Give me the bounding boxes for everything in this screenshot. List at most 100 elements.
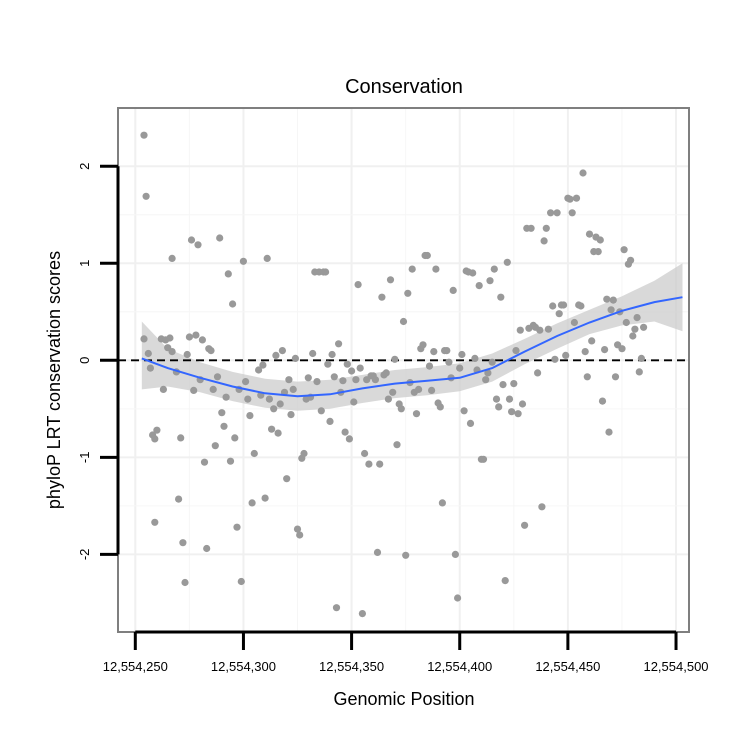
data-point	[538, 503, 546, 511]
data-point	[222, 393, 230, 401]
data-point	[343, 360, 351, 368]
data-point	[330, 373, 338, 381]
data-point	[226, 457, 235, 465]
data-point	[140, 131, 148, 139]
data-point	[216, 234, 224, 242]
data-point	[391, 355, 399, 363]
data-point	[492, 395, 501, 403]
data-point	[629, 332, 637, 340]
data-point	[354, 281, 362, 289]
data-point	[177, 434, 185, 442]
data-point	[572, 194, 581, 202]
data-point	[389, 388, 397, 396]
data-point	[332, 604, 341, 612]
x-tick-label: 12,554,350	[319, 659, 384, 674]
data-point	[508, 408, 516, 416]
data-point	[373, 548, 382, 557]
data-point	[412, 410, 421, 418]
data-point	[579, 169, 587, 177]
data-point	[471, 354, 479, 362]
data-point	[560, 301, 568, 309]
data-point	[611, 373, 620, 381]
data-point	[250, 449, 258, 458]
data-point	[272, 351, 280, 359]
data-point	[495, 403, 503, 411]
smooth-line	[141, 296, 683, 398]
x-tick-label: 12,554,500	[643, 659, 708, 674]
data-point	[296, 531, 304, 539]
data-point	[304, 374, 312, 382]
data-point	[356, 364, 364, 372]
data-point	[185, 333, 193, 341]
data-point	[168, 348, 176, 356]
data-point	[237, 577, 245, 586]
data-point	[518, 400, 527, 408]
data-point	[242, 378, 250, 386]
data-point	[274, 429, 282, 437]
data-point	[371, 376, 379, 384]
data-point	[419, 341, 427, 349]
data-point	[640, 323, 648, 331]
data-point	[263, 254, 271, 262]
data-point	[510, 380, 518, 388]
chart-title: Conservation	[345, 76, 463, 98]
data-points	[140, 131, 648, 618]
data-point	[140, 335, 148, 343]
data-point	[527, 224, 535, 232]
data-point	[181, 578, 189, 587]
data-point	[166, 334, 174, 342]
data-point	[289, 385, 297, 393]
y-axis-title: phyloP LRT conservation scores	[44, 251, 64, 509]
data-point	[596, 236, 604, 244]
x-axis-title: Genomic Position	[333, 689, 474, 709]
data-point	[479, 455, 488, 463]
data-point	[283, 475, 291, 483]
data-point	[255, 366, 263, 374]
data-point	[562, 351, 570, 359]
data-point	[588, 337, 596, 345]
data-point	[605, 428, 613, 436]
data-point	[352, 376, 360, 384]
y-tick-label: -2	[77, 549, 92, 561]
data-point	[239, 257, 247, 265]
data-point	[386, 276, 395, 284]
data-point	[432, 265, 440, 273]
data-point	[436, 403, 444, 411]
data-point	[577, 302, 585, 310]
data-point	[183, 350, 191, 359]
data-point	[609, 296, 617, 304]
data-point	[454, 594, 462, 602]
data-point	[549, 302, 557, 310]
data-point	[309, 349, 317, 358]
data-point	[159, 385, 167, 393]
x-tick-label: 12,554,450	[535, 659, 600, 674]
data-point	[551, 355, 559, 363]
data-point	[475, 282, 483, 290]
data-point	[213, 373, 222, 381]
data-point	[430, 348, 438, 356]
data-point	[194, 241, 202, 249]
data-point	[341, 428, 349, 436]
data-point	[466, 419, 475, 427]
data-point	[233, 523, 241, 531]
data-point	[570, 318, 579, 327]
data-point	[313, 378, 321, 386]
data-point	[512, 347, 520, 355]
data-point	[445, 358, 453, 366]
data-point	[627, 256, 635, 264]
data-point	[503, 258, 511, 266]
data-point	[345, 435, 353, 443]
data-point	[348, 367, 356, 375]
data-point	[635, 368, 643, 376]
x-tick-label: 12,554,250	[103, 659, 168, 674]
data-point	[179, 539, 187, 547]
data-point	[285, 376, 293, 384]
data-point	[246, 412, 254, 420]
data-point	[456, 364, 464, 372]
data-point	[438, 499, 446, 507]
data-point	[425, 362, 434, 370]
data-point	[151, 435, 159, 443]
data-point	[451, 550, 459, 559]
data-point	[293, 525, 302, 533]
data-point	[365, 460, 373, 468]
